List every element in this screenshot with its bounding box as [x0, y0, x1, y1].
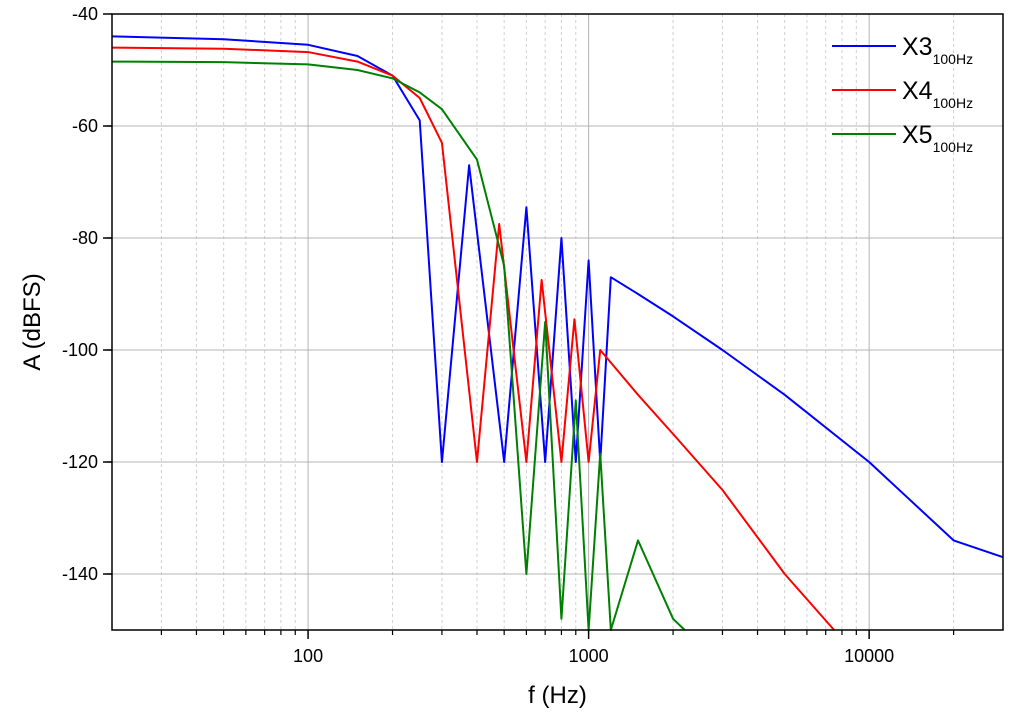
series-line-x3	[111, 35, 1004, 559]
x-axis-title: f (Hz)	[528, 682, 587, 709]
plot-frame	[111, 13, 1004, 631]
y-axis-title: A (dBFS)	[19, 273, 46, 370]
y-tick-label: -80	[72, 228, 98, 248]
y-tick-label: -40	[72, 4, 98, 24]
y-tick-label: -100	[62, 340, 98, 360]
legend-subscript: 100Hz	[933, 51, 973, 67]
y-tick-label: -60	[72, 116, 98, 136]
gridlines	[112, 13, 1003, 630]
y-tick-label: -120	[62, 452, 98, 472]
legend-subscript: 100Hz	[933, 139, 973, 155]
x-tick-label: 1000	[569, 646, 609, 666]
axes: 100 1000 10000 -40 -60 -80 -100 -120 -140	[62, 4, 955, 666]
x-tick-label: 10000	[844, 646, 894, 666]
y-tick-label: -140	[62, 564, 98, 584]
legend-subscript: 100Hz	[933, 95, 973, 111]
series-line-x4	[111, 46, 835, 631]
x-tick-label: 100	[293, 646, 323, 666]
